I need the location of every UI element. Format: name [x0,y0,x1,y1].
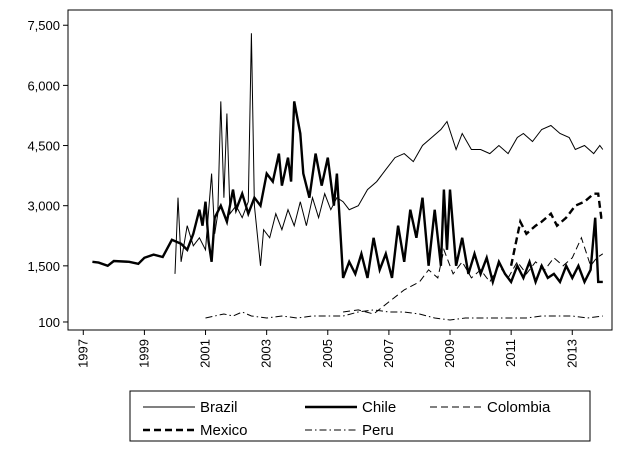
y-tick-label: 4,500 [27,139,60,154]
x-tick-label: 2003 [259,339,274,368]
x-tick-label: 2005 [320,339,335,368]
legend-label: Chile [362,399,396,416]
x-tick-label: 2009 [442,339,457,368]
x-tick-label: 2001 [198,339,213,368]
series-line [174,33,604,274]
y-tick-label: 3,000 [27,199,60,214]
legend-box [129,390,591,442]
y-tick-label: 1,500 [27,259,60,274]
series-line [509,192,603,267]
x-tick-label: 2011 [503,339,518,367]
legend-label: Colombia [487,399,551,416]
series-line [205,309,603,321]
series-line [92,101,603,287]
series-line [343,236,604,315]
legend-label: Brazil [200,399,238,416]
plot-frame [67,9,613,331]
legend-label: Mexico [200,422,248,439]
x-tick-label: 2013 [564,339,579,368]
y-tick-label: 7,500 [27,18,60,33]
x-tick-label: 2007 [381,339,396,368]
x-tick-label: 1997 [75,339,90,368]
y-tick-label: 100 [38,315,60,330]
x-tick-label: 1999 [136,339,151,368]
y-tick-label: 6,000 [27,78,60,93]
legend-label: Peru [362,422,394,439]
